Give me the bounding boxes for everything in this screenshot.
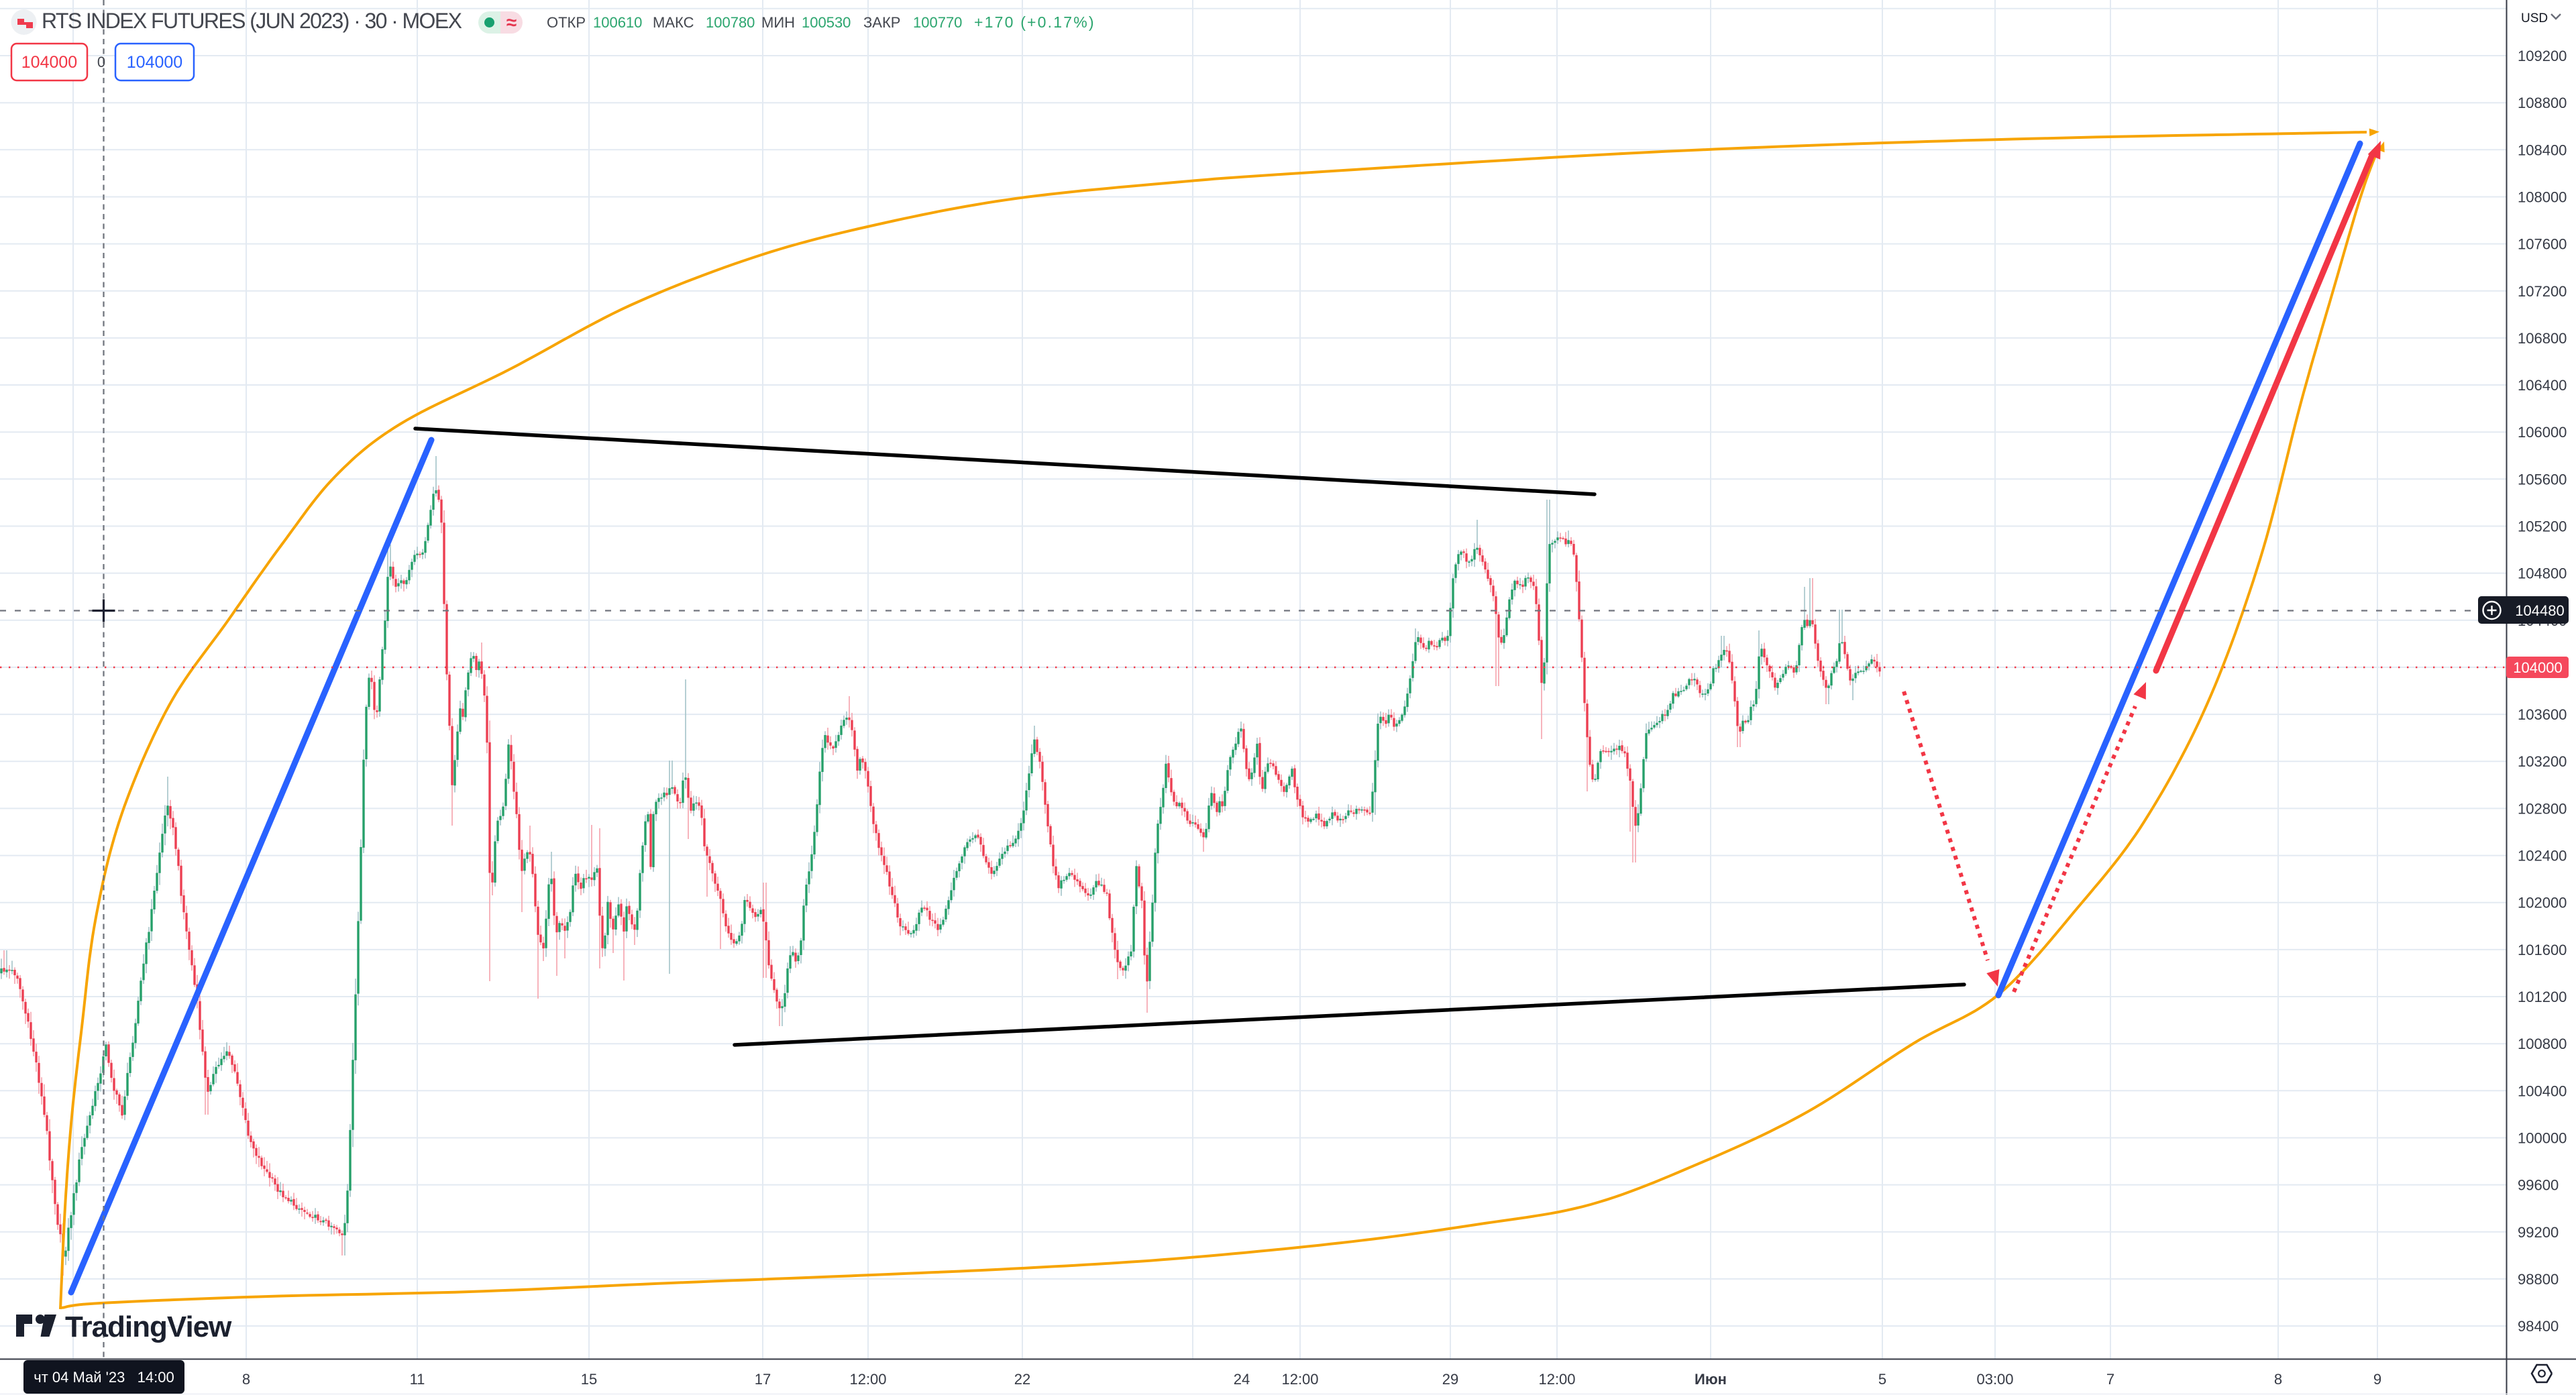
svg-text:100000: 100000 xyxy=(2518,1130,2567,1147)
svg-text:чт 04 Май '23 14:00: чт 04 Май '23 14:00 xyxy=(34,1369,174,1386)
svg-text:109200: 109200 xyxy=(2518,48,2567,64)
svg-text:9: 9 xyxy=(2373,1371,2381,1388)
svg-text:0: 0 xyxy=(97,54,105,70)
svg-text:5: 5 xyxy=(1878,1371,1886,1388)
svg-text:104000: 104000 xyxy=(127,53,182,72)
svg-text:TradingView: TradingView xyxy=(65,1310,232,1343)
svg-text:98400: 98400 xyxy=(2518,1318,2559,1335)
svg-text:USD: USD xyxy=(2521,11,2548,25)
svg-text:8: 8 xyxy=(242,1371,250,1388)
svg-text:104800: 104800 xyxy=(2518,565,2567,582)
svg-text:102800: 102800 xyxy=(2518,800,2567,817)
svg-text:107600: 107600 xyxy=(2518,236,2567,253)
svg-text:108000: 108000 xyxy=(2518,189,2567,206)
svg-text:12:00: 12:00 xyxy=(849,1371,886,1388)
svg-text:102000: 102000 xyxy=(2518,895,2567,911)
svg-text:03:00: 03:00 xyxy=(1976,1371,2013,1388)
svg-text:≈: ≈ xyxy=(506,12,517,33)
svg-text:108400: 108400 xyxy=(2518,142,2567,158)
svg-text:МИН: МИН xyxy=(761,14,795,31)
svg-text:RTS INDEX FUTURES (JUN 2023) ·: RTS INDEX FUTURES (JUN 2023) · 30 · MOEX xyxy=(42,9,462,33)
svg-text:100610: 100610 xyxy=(593,14,642,31)
svg-text:24: 24 xyxy=(1234,1371,1250,1388)
svg-text:104480: 104480 xyxy=(2515,602,2564,619)
svg-text:104000: 104000 xyxy=(2513,659,2562,676)
svg-text:8: 8 xyxy=(2274,1371,2282,1388)
svg-text:15: 15 xyxy=(581,1371,597,1388)
svg-text:103200: 103200 xyxy=(2518,753,2567,770)
svg-text:100530: 100530 xyxy=(802,14,851,31)
svg-text:106000: 106000 xyxy=(2518,424,2567,441)
svg-text:МАКС: МАКС xyxy=(653,14,694,31)
svg-text:99200: 99200 xyxy=(2518,1224,2559,1241)
svg-text:107200: 107200 xyxy=(2518,283,2567,300)
svg-text:7: 7 xyxy=(2106,1371,2114,1388)
svg-text:105600: 105600 xyxy=(2518,471,2567,488)
svg-text:98800: 98800 xyxy=(2518,1271,2559,1288)
svg-text:106800: 106800 xyxy=(2518,330,2567,347)
svg-text:100800: 100800 xyxy=(2518,1036,2567,1052)
svg-text:17: 17 xyxy=(755,1371,771,1388)
svg-text:99600: 99600 xyxy=(2518,1177,2559,1194)
svg-text:22: 22 xyxy=(1014,1371,1030,1388)
svg-text:106400: 106400 xyxy=(2518,377,2567,394)
svg-text:29: 29 xyxy=(1442,1371,1458,1388)
svg-text:105200: 105200 xyxy=(2518,518,2567,535)
svg-text:100400: 100400 xyxy=(2518,1082,2567,1099)
svg-text:102400: 102400 xyxy=(2518,848,2567,864)
svg-text:ЗАКР: ЗАКР xyxy=(863,14,900,31)
svg-text:12:00: 12:00 xyxy=(1538,1371,1575,1388)
svg-text:ОТКР: ОТКР xyxy=(547,14,586,31)
svg-text:11: 11 xyxy=(410,1371,425,1388)
svg-text:101600: 101600 xyxy=(2518,942,2567,958)
svg-text:108800: 108800 xyxy=(2518,95,2567,111)
svg-text:101200: 101200 xyxy=(2518,989,2567,1005)
svg-text:Июн: Июн xyxy=(1695,1371,1727,1388)
svg-text:100770: 100770 xyxy=(913,14,962,31)
svg-text:100780: 100780 xyxy=(706,14,755,31)
svg-text:12:00: 12:00 xyxy=(1281,1371,1318,1388)
svg-text:+170 (+0.17%): +170 (+0.17%) xyxy=(974,13,1095,31)
svg-text:103600: 103600 xyxy=(2518,706,2567,723)
svg-text:104000: 104000 xyxy=(21,53,77,72)
